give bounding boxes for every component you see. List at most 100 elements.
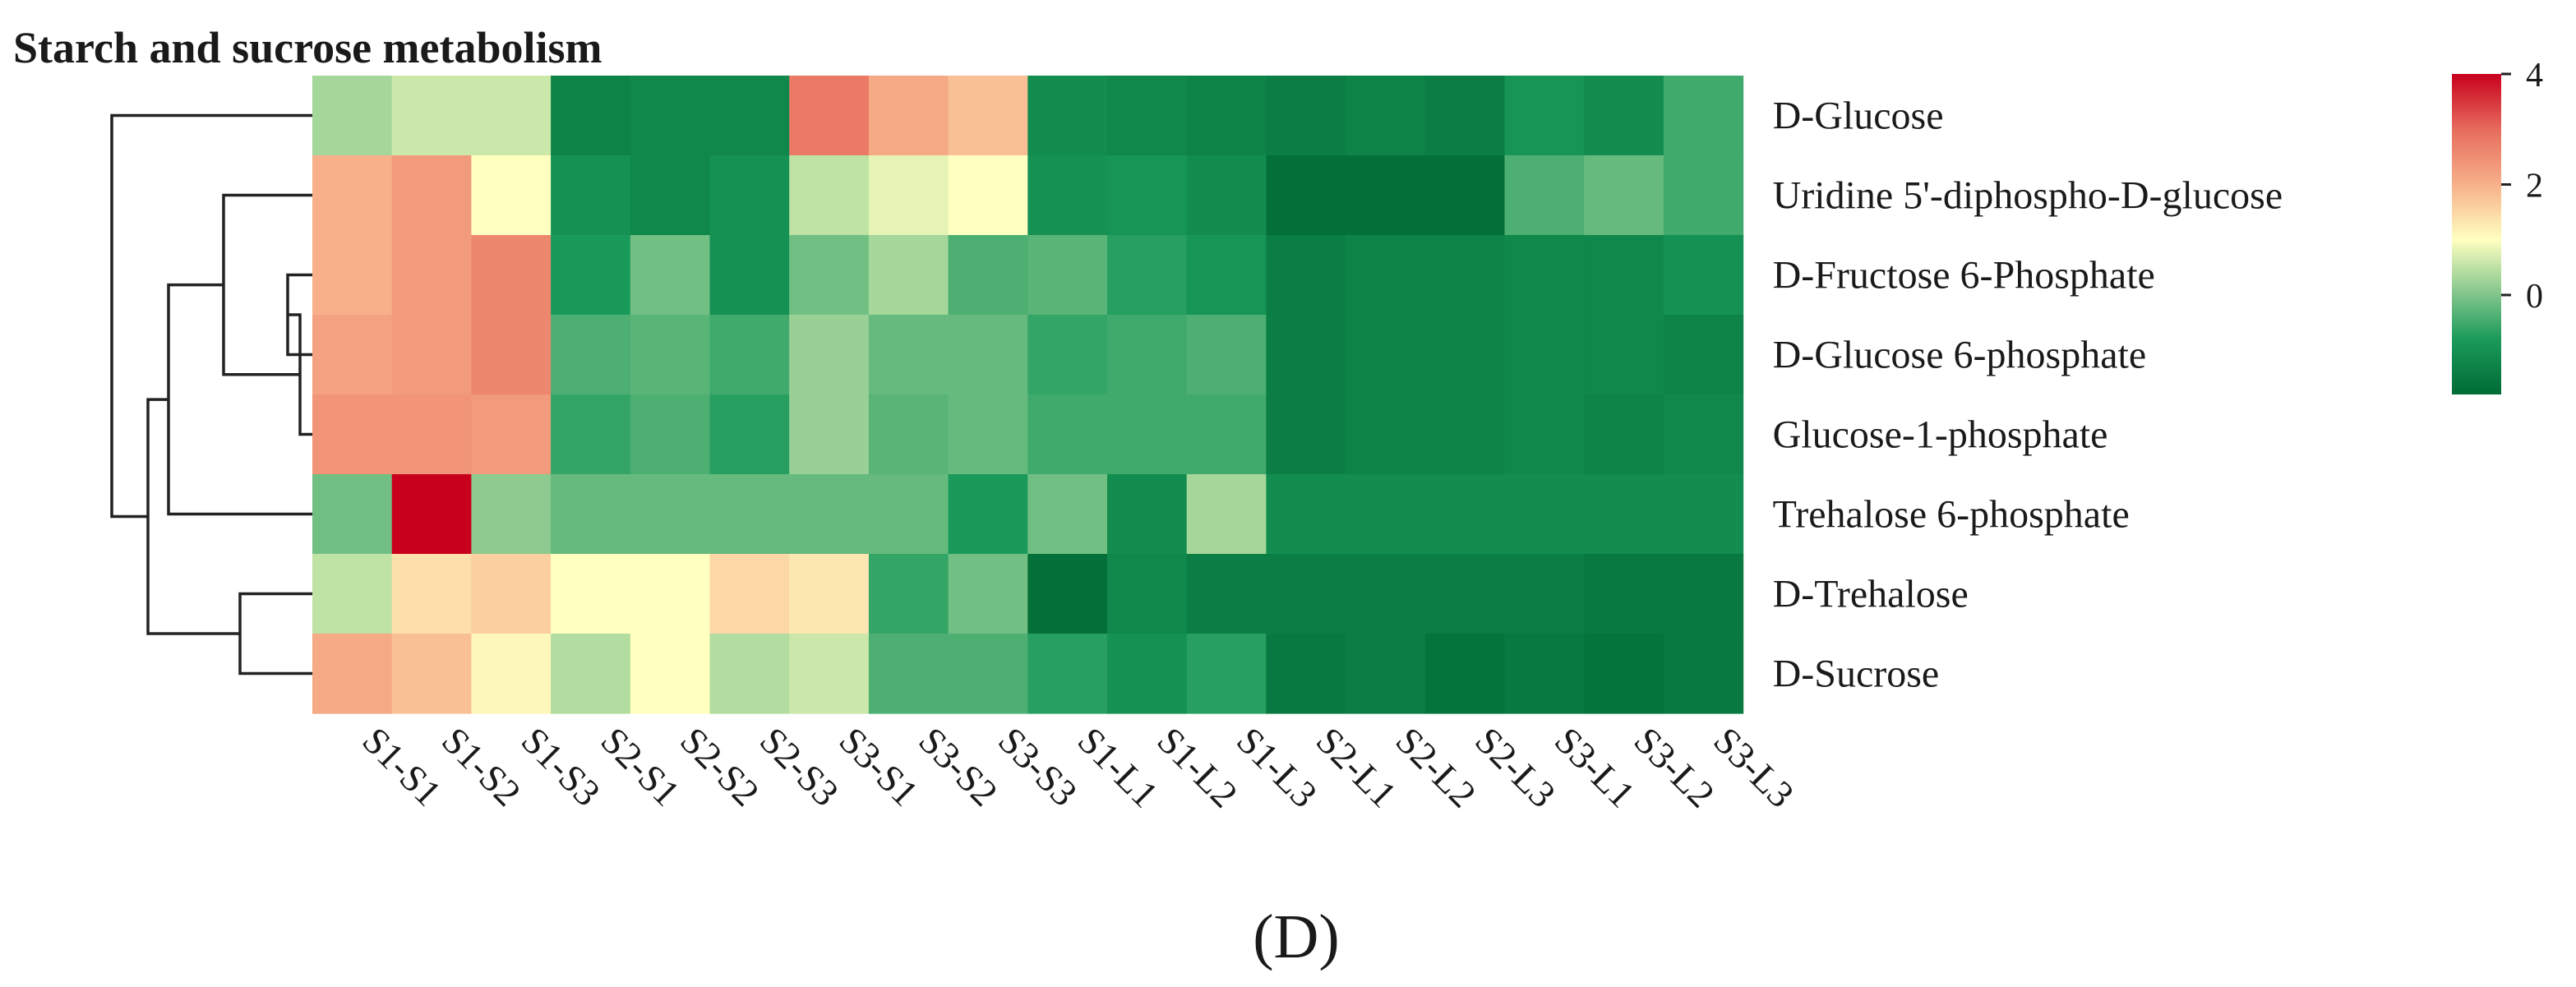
heatmap-cell <box>789 554 870 634</box>
heatmap-cell <box>471 235 552 316</box>
column-label: S3-L3 <box>1706 719 1802 815</box>
heatmap-cell <box>1027 554 1108 634</box>
heatmap-cell <box>1584 554 1664 634</box>
heatmap-cell <box>1186 235 1267 316</box>
row-dendrogram <box>110 113 312 676</box>
heatmap-cell <box>471 315 552 395</box>
heatmap-cell <box>471 634 552 714</box>
heatmap-cell <box>471 554 552 634</box>
heatmap-cell <box>312 235 393 316</box>
heatmap-cell <box>1186 634 1267 714</box>
color-scale-tick-label: 4 <box>2526 57 2543 95</box>
heatmap-cell <box>471 394 552 475</box>
heatmap-cell <box>312 76 393 156</box>
heatmap-cell <box>1504 235 1585 316</box>
heatmap-cell <box>1107 634 1188 714</box>
heatmap-cell <box>1266 315 1346 395</box>
heatmap-cell <box>1663 155 1744 236</box>
heatmap-cell <box>1504 474 1585 555</box>
heatmap-cell <box>630 474 711 555</box>
column-label: S1-S3 <box>514 719 609 814</box>
heatmap-cell <box>789 394 870 475</box>
heatmap-cell <box>709 235 790 316</box>
heatmap-cell <box>391 235 472 316</box>
panel-label: (D) <box>1253 902 1340 971</box>
heatmap-cell <box>391 394 472 475</box>
row-labels: D-Glucose Uridine 5'-diphospho-D-glucose D… <box>1773 95 2283 696</box>
row-label: D-Glucose 6-phosphate <box>1773 334 2147 377</box>
heatmap-cell <box>1424 474 1506 555</box>
column-label: S3-S2 <box>911 719 1006 814</box>
heatmap-cell <box>1504 155 1585 236</box>
column-label: S2-S3 <box>752 719 847 814</box>
dendrogram-branch <box>110 113 312 519</box>
heatmap-cell <box>312 634 393 714</box>
heatmap-cell <box>948 474 1028 555</box>
heatmap-cell <box>1663 554 1744 634</box>
heatmap-cell <box>471 474 552 555</box>
heatmap-cell <box>1424 235 1506 316</box>
heatmap-cell <box>948 634 1028 714</box>
heatmap-cell <box>1027 155 1108 236</box>
heatmap-cell <box>789 315 870 395</box>
heatmap-cell <box>312 155 393 236</box>
column-label: S3-S3 <box>990 719 1086 814</box>
heatmap-cell <box>551 554 631 634</box>
heatmap-cell <box>789 76 870 156</box>
color-scale-tick-label: 0 <box>2526 278 2543 316</box>
heatmap-cell <box>630 235 711 316</box>
color-scale-legend: 0 2 4 <box>2452 57 2543 394</box>
heatmap-cell <box>1504 394 1585 475</box>
heatmap-cell <box>1424 634 1506 714</box>
column-label: S2-L2 <box>1387 719 1484 815</box>
chart-title: Starch and sucrose metabolism <box>13 23 602 72</box>
column-label: S1-L1 <box>1070 719 1166 815</box>
heatmap-cell <box>1107 235 1188 316</box>
heatmap-cell <box>1186 394 1267 475</box>
heatmap-cell <box>312 315 393 395</box>
row-label: D-Glucose <box>1773 95 1944 138</box>
heatmap-cell <box>630 394 711 475</box>
heatmap-cell <box>1186 76 1267 156</box>
row-label: Uridine 5'-diphospho-D-glucose <box>1773 174 2283 218</box>
heatmap-cell <box>1424 394 1506 475</box>
heatmap-cell <box>391 76 472 156</box>
heatmap-cell <box>948 76 1028 156</box>
heatmap-cell <box>1346 235 1426 316</box>
heatmap-cell <box>1346 634 1426 714</box>
heatmap-cell <box>1584 394 1664 475</box>
heatmap-cell <box>1663 634 1744 714</box>
heatmap-cell <box>868 634 949 714</box>
heatmap-cell <box>551 634 631 714</box>
heatmap-cell <box>630 315 711 395</box>
color-scale-tick-label: 2 <box>2526 167 2543 205</box>
column-label: S3-L1 <box>1547 719 1643 815</box>
heatmap-cell <box>551 235 631 316</box>
heatmap-cell <box>1107 474 1188 555</box>
color-scale-bar <box>2452 74 2501 394</box>
heatmap-cell <box>1186 155 1267 236</box>
row-label: D-Sucrose <box>1773 653 1940 696</box>
heatmap-cell <box>630 554 711 634</box>
heatmap-cell <box>1504 315 1585 395</box>
heatmap-cell <box>1663 315 1744 395</box>
column-label: S1-S2 <box>434 719 529 814</box>
heatmap-cell <box>709 474 790 555</box>
heatmap-cell <box>1584 235 1664 316</box>
heatmap-cell <box>1663 235 1744 316</box>
heatmap-cell <box>391 474 472 555</box>
heatmap-cell <box>1107 394 1188 475</box>
heatmap-cell <box>1266 76 1346 156</box>
heatmap-cell <box>1186 315 1267 395</box>
row-label: Trehalose 6-phosphate <box>1773 493 2130 537</box>
heatmap-cell <box>709 315 790 395</box>
heatmap-cell <box>789 235 870 316</box>
column-label: S2-L1 <box>1309 719 1405 815</box>
heatmap-cell <box>868 554 949 634</box>
heatmap-cell <box>1266 155 1346 236</box>
heatmap-cell <box>630 155 711 236</box>
heatmap-cell <box>1663 394 1744 475</box>
heatmap-cell <box>551 155 631 236</box>
heatmap-cell <box>948 235 1028 316</box>
heatmap-cell <box>1027 634 1108 714</box>
